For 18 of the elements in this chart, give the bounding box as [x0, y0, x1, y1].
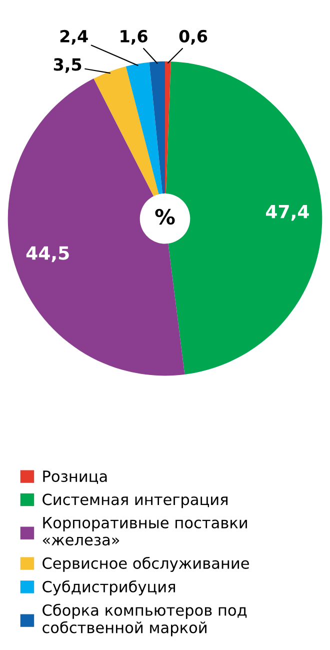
donut-slice — [8, 78, 185, 376]
data-label: 44,5 — [26, 246, 69, 262]
data-label: 2,4 — [60, 30, 88, 45]
donut-slice — [126, 62, 162, 194]
legend-label: Системная интеграция — [42, 494, 228, 508]
donut-slice — [165, 61, 171, 194]
legend-label: Розница — [43, 470, 107, 484]
text: % — [155, 208, 175, 225]
legend-label: Сервисное обслуживание — [42, 556, 249, 572]
legend-label: Сборка компьютеров под собственной маркой — [42, 604, 247, 636]
data-label: 47,4 — [266, 205, 309, 221]
donut-slice — [149, 61, 165, 194]
data-label: 0,6 — [179, 30, 208, 45]
donut-slice — [94, 66, 159, 196]
data-label: 1,6 — [120, 30, 148, 45]
legend-label: Субдистрибуция — [42, 580, 175, 596]
data-label: 3,5 — [54, 58, 82, 73]
legend-label: Корпоративные поставки «железа» — [42, 517, 247, 546]
